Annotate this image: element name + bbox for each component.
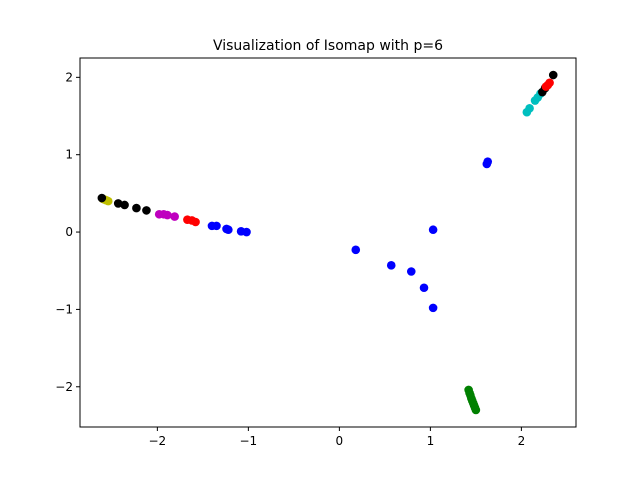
data-point — [471, 405, 481, 415]
x-tick-label: −1 — [240, 434, 258, 448]
data-point — [351, 245, 361, 255]
points-layer — [97, 70, 558, 415]
y-tick-label: −2 — [55, 380, 73, 394]
y-tick-label: 1 — [65, 148, 73, 162]
x-axis-ticks: −2 −1 0 1 2 — [149, 427, 526, 448]
data-point — [120, 200, 129, 210]
data-point — [242, 227, 251, 237]
data-point — [419, 283, 429, 293]
chart-title: Visualization of Isomap with p=6 — [213, 38, 443, 54]
x-tick-label: 0 — [336, 434, 344, 448]
data-point — [142, 206, 151, 215]
x-tick-label: −2 — [149, 434, 167, 448]
data-point — [428, 303, 438, 313]
data-point — [548, 70, 558, 80]
y-tick-label: 2 — [65, 70, 73, 84]
data-point — [406, 267, 416, 276]
y-tick-label: −1 — [55, 302, 73, 316]
data-point — [212, 221, 221, 231]
plot-frame — [79, 57, 577, 428]
data-point — [170, 212, 179, 221]
data-point — [132, 203, 141, 213]
y-tick-label: 0 — [65, 225, 73, 239]
data-point — [163, 210, 172, 220]
x-tick-label: 1 — [427, 434, 435, 448]
data-point — [483, 157, 493, 166]
y-axis-ticks: −2 −1 0 1 2 — [55, 70, 80, 394]
data-point — [103, 196, 113, 206]
data-point — [386, 261, 396, 270]
data-point — [224, 225, 233, 235]
data-point — [545, 78, 554, 88]
data-point — [191, 217, 200, 227]
x-tick-label: 2 — [518, 434, 526, 448]
data-point — [525, 103, 534, 113]
data-point — [428, 225, 438, 235]
data-point — [97, 193, 107, 203]
